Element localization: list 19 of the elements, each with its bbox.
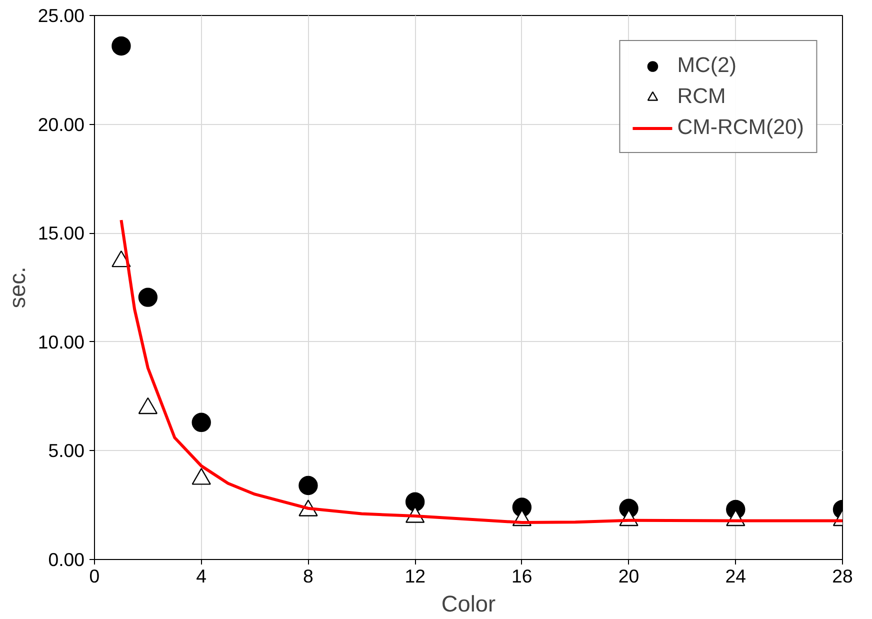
y-tick-label: 25.00	[38, 5, 84, 26]
x-tick-label: 8	[303, 566, 314, 586]
legend-label: RCM	[677, 84, 726, 109]
x-axis-title: Color	[441, 590, 496, 616]
y-tick-label: 10.00	[38, 331, 84, 352]
y-tick-label: 0.00	[48, 549, 84, 570]
y-tick-label: 20.00	[38, 114, 84, 135]
x-tick-label: 4	[196, 566, 207, 586]
y-tick-label: 15.00	[38, 222, 84, 244]
y-axis-title: sec.	[4, 266, 30, 308]
x-tick-label: 24	[725, 566, 746, 586]
y-tick-label: 5.00	[48, 440, 84, 462]
x-tick-label: 0	[89, 566, 100, 586]
x-tick-label: 28	[832, 566, 853, 586]
legend-label: MC(2)	[677, 53, 736, 78]
x-tick-label: 12	[404, 566, 426, 586]
x-tick-label: 20	[618, 566, 640, 586]
legend-label: CM-RCM(20)	[677, 115, 804, 140]
x-tick-label: 16	[512, 566, 532, 586]
